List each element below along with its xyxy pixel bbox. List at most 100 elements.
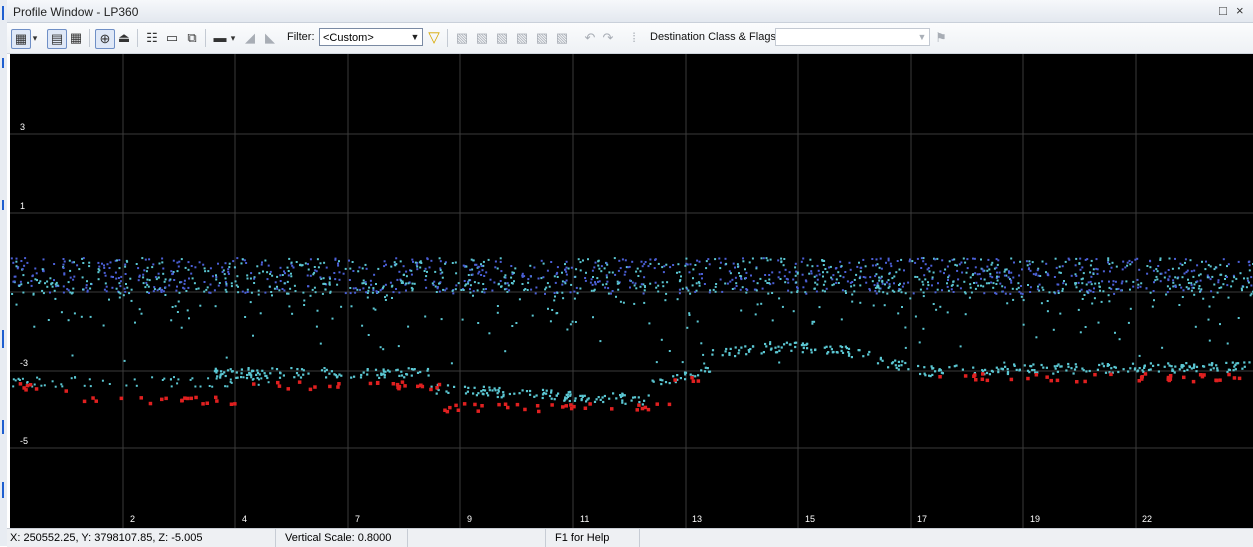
point-mark [236, 275, 239, 278]
point-mark [648, 322, 651, 325]
point-mark [28, 383, 33, 387]
point-mark [521, 272, 524, 275]
point-mark [85, 284, 88, 287]
point-mark [928, 374, 931, 377]
point-mark [477, 282, 480, 285]
point-mark [923, 366, 926, 369]
point-mark [774, 346, 777, 349]
color-map-icon[interactable]: ▤ [47, 29, 67, 49]
point-mark [608, 271, 611, 274]
copy-icon[interactable]: ⧉ [187, 30, 197, 45]
point-mark [246, 288, 249, 291]
point-mark [868, 288, 871, 290]
profile-plot-canvas[interactable]: 31-3-5 2 4 7 9 11 13 15 17 19 22 [10, 54, 1253, 528]
point-mark [146, 278, 149, 281]
point-mark [695, 282, 698, 285]
grid-toggle-icon[interactable]: ▦ [69, 30, 83, 45]
point-mark [593, 288, 596, 291]
point-mark [445, 409, 450, 414]
point-mark [594, 261, 597, 264]
profile-plot[interactable]: 3 1 -3 -5 2 4 7 9 11 13 15 17 19 22 [10, 54, 1253, 528]
point-mark [643, 301, 646, 304]
point-mark [442, 288, 445, 291]
point-mark [1207, 318, 1210, 321]
point-mark [621, 392, 624, 395]
point-mark [555, 394, 558, 397]
point-mark [189, 396, 193, 401]
classify-palette-icon[interactable]: ▦ [11, 29, 31, 49]
point-mark [385, 263, 387, 266]
point-mark [1139, 285, 1142, 288]
point-mark [454, 261, 457, 264]
point-mark [42, 270, 45, 273]
point-size-icon[interactable]: ▬ [213, 30, 227, 45]
point-mark [147, 285, 150, 288]
point-mark [203, 267, 206, 270]
point-mark [1019, 292, 1022, 295]
window-layout-icon[interactable]: ▭ [165, 30, 179, 45]
point-mark [472, 294, 474, 297]
point-mark [191, 277, 194, 280]
point-mark [690, 375, 694, 380]
point-mark [362, 282, 365, 285]
point-mark [947, 279, 949, 281]
point-mark [366, 296, 369, 299]
point-mark [1212, 367, 1215, 370]
point-mark [250, 374, 253, 377]
point-mark [176, 261, 179, 264]
point-mark [918, 341, 921, 344]
point-mark [1172, 279, 1175, 282]
point-mark [316, 258, 319, 261]
point-mark [540, 277, 543, 280]
point-mark [124, 265, 127, 268]
point-mark [435, 386, 439, 390]
point-mark [1015, 368, 1018, 371]
point-mark [257, 289, 260, 292]
point-mark [899, 288, 902, 291]
point-mark [249, 301, 252, 304]
point-mark [941, 289, 943, 292]
point-mark [1167, 362, 1170, 365]
point-mark [266, 278, 269, 281]
point-mark [160, 397, 164, 402]
point-mark [1062, 282, 1065, 285]
destination-class-select[interactable]: ▼ [775, 28, 930, 46]
measure-icon[interactable]: ⏏ [117, 30, 131, 45]
point-mark [569, 323, 572, 326]
point-mark [1201, 260, 1203, 263]
point-mark [1173, 285, 1176, 288]
point-mark [597, 396, 600, 399]
point-mark [47, 319, 50, 321]
point-mark [565, 279, 568, 282]
point-mark [395, 257, 398, 260]
point-mark [20, 260, 23, 262]
palette-dropdown-icon[interactable]: ▾ [32, 33, 38, 43]
point-mark [69, 276, 72, 279]
point-mark [470, 258, 473, 261]
point-mark [660, 383, 663, 386]
pan-zoom-icon[interactable]: ⊕ [95, 29, 115, 49]
y-tick-label: 1 [20, 201, 25, 211]
point-mark [229, 380, 232, 383]
point-mark [51, 285, 54, 288]
close-icon[interactable]: × [1236, 3, 1244, 18]
point-mark [485, 392, 489, 395]
point-mark [767, 292, 770, 295]
point-mark [804, 291, 807, 294]
point-mark [826, 271, 829, 274]
point-mark [253, 277, 256, 280]
filter-funnel-icon[interactable]: ▽ [428, 29, 440, 46]
filter-select[interactable]: <Custom> ▼ [319, 28, 423, 46]
properties-icon[interactable]: ☷ [146, 30, 158, 45]
point-mark [250, 370, 254, 373]
point-mark [681, 287, 684, 290]
point-mark [219, 373, 223, 376]
point-mark [964, 292, 967, 295]
restore-icon[interactable]: □ [1219, 3, 1227, 18]
point-mark [1052, 328, 1055, 331]
point-mark [964, 313, 967, 316]
point-mark [1172, 285, 1175, 288]
point-mark [1058, 271, 1061, 274]
point-mark [1077, 308, 1080, 311]
point-size-dropdown-icon[interactable]: ▾ [230, 33, 236, 43]
